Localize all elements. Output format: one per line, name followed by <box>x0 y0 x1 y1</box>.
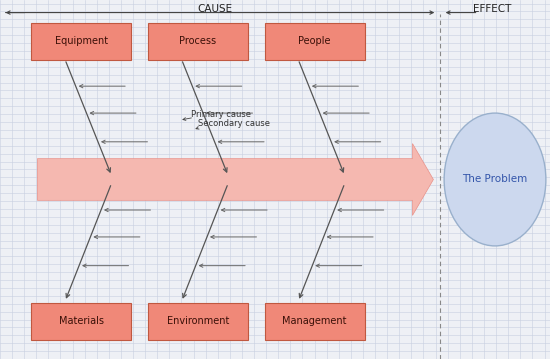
FancyBboxPatch shape <box>31 303 131 340</box>
Ellipse shape <box>444 113 546 246</box>
Text: Environment: Environment <box>167 316 229 326</box>
Text: Equipment: Equipment <box>55 36 108 46</box>
Text: Management: Management <box>282 316 347 326</box>
Text: CAUSE: CAUSE <box>197 4 232 14</box>
Text: Materials: Materials <box>59 316 104 326</box>
FancyBboxPatch shape <box>265 303 365 340</box>
Text: Secondary cause: Secondary cause <box>198 120 270 129</box>
Polygon shape <box>37 144 433 215</box>
Text: Process: Process <box>179 36 217 46</box>
Text: The Problem: The Problem <box>463 174 527 185</box>
FancyBboxPatch shape <box>148 303 248 340</box>
FancyBboxPatch shape <box>31 23 131 60</box>
FancyBboxPatch shape <box>265 23 365 60</box>
Text: Primary cause: Primary cause <box>191 110 251 119</box>
Text: People: People <box>298 36 331 46</box>
FancyBboxPatch shape <box>148 23 248 60</box>
Text: EFFECT: EFFECT <box>473 4 512 14</box>
